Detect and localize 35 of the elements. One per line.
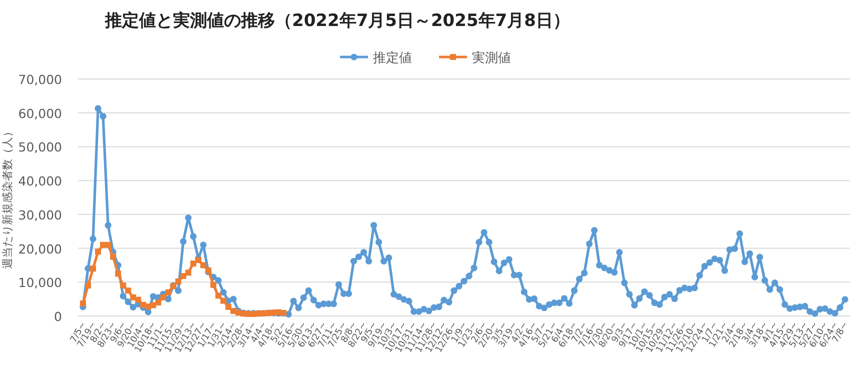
point — [220, 298, 226, 304]
point — [210, 282, 216, 288]
point — [215, 292, 222, 299]
point — [190, 260, 196, 267]
point — [110, 254, 116, 260]
point — [160, 294, 166, 300]
point — [105, 242, 112, 248]
point — [135, 296, 142, 303]
point — [185, 270, 192, 276]
y-tick-label: 60,000 — [18, 106, 62, 121]
point — [90, 266, 96, 272]
point — [175, 278, 182, 284]
legend-label: 実測値 — [472, 50, 511, 66]
y-axis-title: 週当たり新規感染者数（人） — [1, 126, 14, 269]
y-tick-label: 20,000 — [18, 241, 62, 256]
point — [165, 289, 172, 296]
y-tick-label: 50,000 — [18, 140, 62, 155]
y-tick-label: 40,000 — [18, 174, 62, 189]
point — [180, 273, 186, 280]
point — [115, 270, 122, 277]
y-tick-label: 10,000 — [18, 275, 62, 290]
y-tick-label: 70,000 — [18, 72, 62, 87]
point — [95, 248, 102, 255]
legend-label: 推定値 — [373, 51, 412, 66]
point — [80, 300, 86, 306]
point — [85, 282, 92, 289]
point — [150, 302, 156, 308]
point — [155, 299, 162, 306]
point — [200, 262, 206, 268]
point — [225, 304, 232, 310]
y-tick-label: 0 — [54, 309, 62, 324]
point — [125, 288, 132, 294]
y-tick-label: 30,000 — [18, 207, 62, 222]
point — [120, 282, 126, 289]
chart-title: 推定値と実測値の推移（2022年7月5日～2025年7月8日） — [104, 11, 570, 31]
